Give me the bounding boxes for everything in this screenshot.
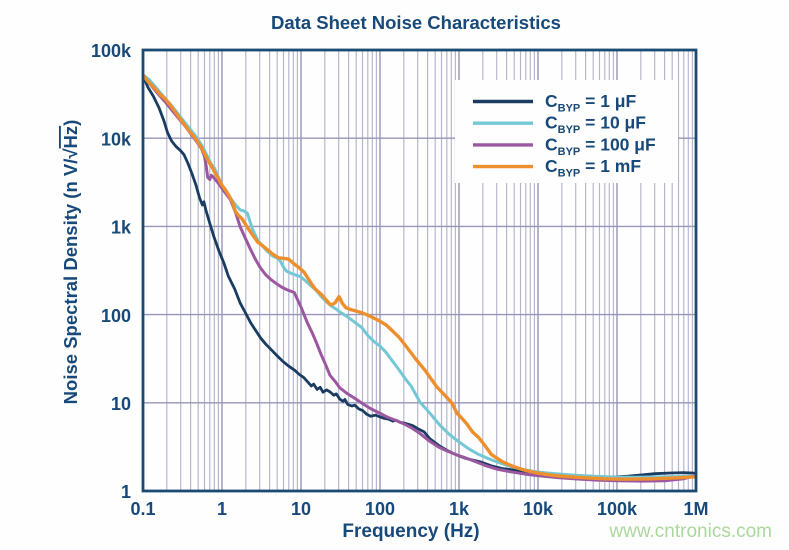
svg-text:100: 100 (365, 499, 395, 519)
svg-text:10: 10 (291, 499, 311, 519)
svg-text:0.1: 0.1 (130, 499, 155, 519)
svg-text:1: 1 (217, 499, 227, 519)
svg-text:www.cntronics.com: www.cntronics.com (608, 521, 772, 542)
svg-text:1k: 1k (449, 499, 470, 519)
svg-text:1M: 1M (683, 499, 708, 519)
svg-text:10: 10 (111, 394, 131, 414)
svg-text:1: 1 (121, 482, 131, 502)
svg-text:Data Sheet Noise Characteristi: Data Sheet Noise Characteristics (271, 12, 561, 33)
svg-text:100k: 100k (597, 499, 638, 519)
svg-text:100k: 100k (91, 41, 132, 61)
svg-text:1k: 1k (111, 218, 132, 238)
svg-text:Noise Spectral Density (n V/√H: Noise Spectral Density (n V/√Hz) (60, 120, 81, 405)
svg-text:10k: 10k (523, 499, 554, 519)
svg-text:100: 100 (101, 306, 131, 326)
svg-text:Frequency (Hz): Frequency (Hz) (342, 521, 479, 542)
svg-text:10k: 10k (101, 129, 132, 149)
